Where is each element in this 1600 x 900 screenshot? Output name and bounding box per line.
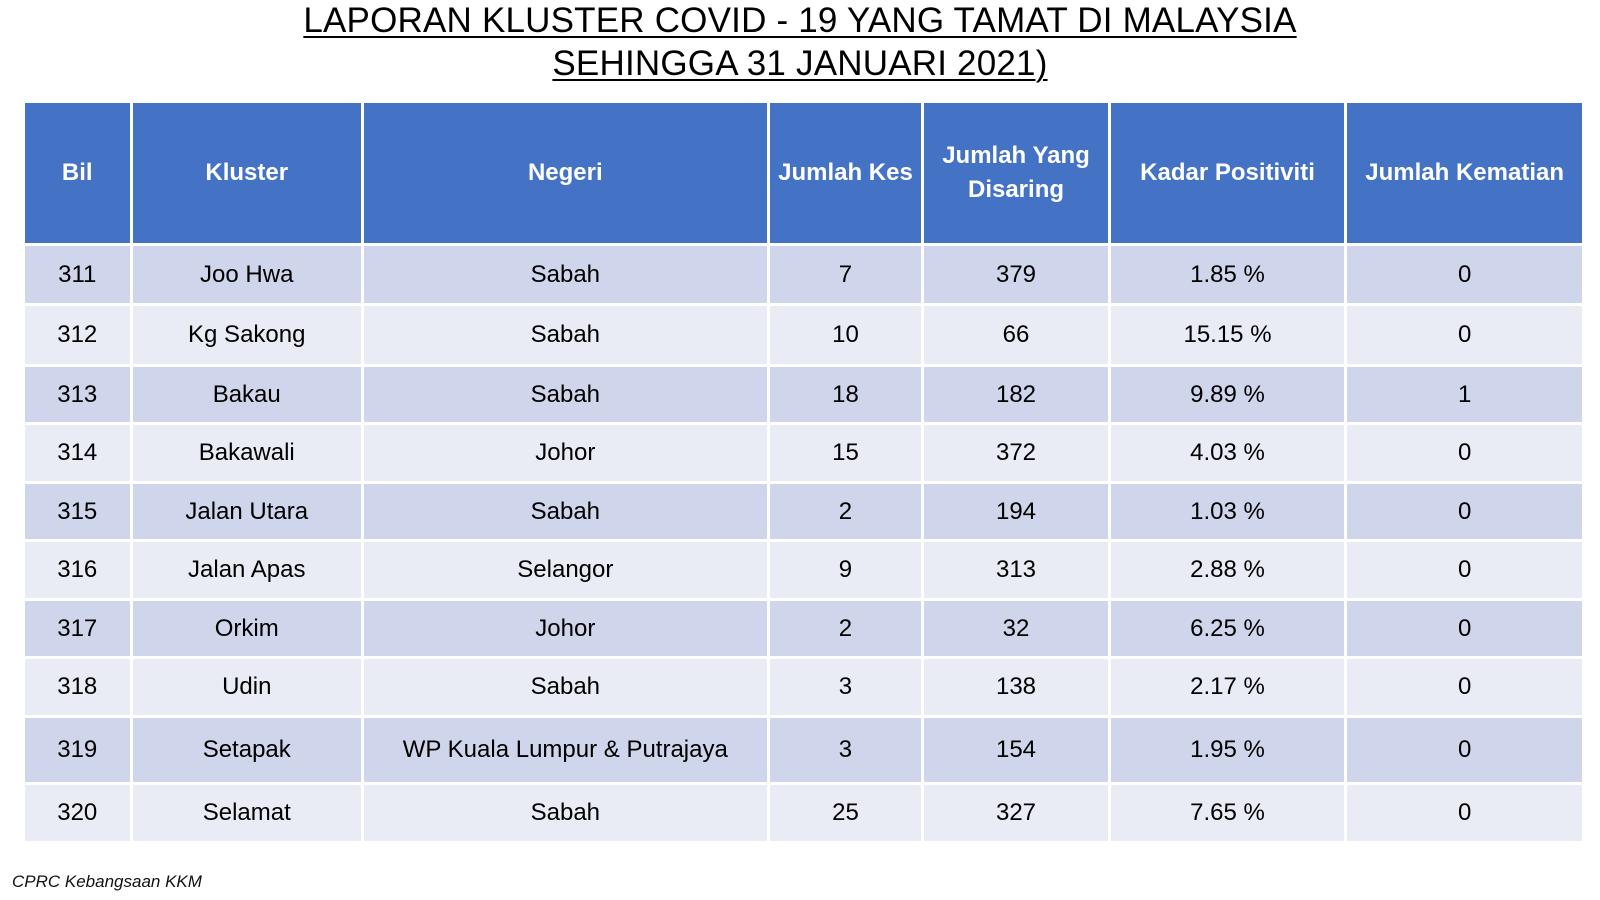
- header-jumlah-kematian: Jumlah Kematian: [1347, 103, 1582, 243]
- cell-jumlah-disaring: 182: [924, 367, 1108, 422]
- cell-negeri: Sabah: [363, 484, 767, 539]
- cell-kluster: Joo Hwa: [132, 246, 361, 303]
- cell-jumlah-disaring: 32: [924, 601, 1108, 656]
- cell-jumlah-kes: 25: [769, 785, 922, 841]
- cell-kadar-positiviti: 7.65 %: [1110, 785, 1345, 841]
- cell-bil: 315: [25, 484, 130, 539]
- table-row: 313 Bakau Sabah 18 182 9.89 % 1: [25, 367, 1582, 422]
- cell-jumlah-kes: 3: [769, 659, 922, 715]
- cell-kadar-positiviti: 15.15 %: [1110, 306, 1345, 364]
- cell-kluster: Orkim: [132, 601, 361, 656]
- cell-jumlah-disaring: 313: [924, 542, 1108, 598]
- cell-jumlah-kematian: 0: [1347, 246, 1582, 303]
- cell-kluster: Jalan Utara: [132, 484, 361, 539]
- cell-jumlah-disaring: 372: [924, 425, 1108, 481]
- cell-jumlah-kematian: 0: [1347, 484, 1582, 539]
- cell-jumlah-kes: 3: [769, 718, 922, 782]
- cell-kluster: Bakawali: [132, 425, 361, 481]
- header-kluster: Kluster: [132, 103, 361, 243]
- cell-jumlah-disaring: 138: [924, 659, 1108, 715]
- cell-kadar-positiviti: 6.25 %: [1110, 601, 1345, 656]
- cell-negeri: WP Kuala Lumpur & Putrajaya: [363, 718, 767, 782]
- cell-jumlah-disaring: 66: [924, 306, 1108, 364]
- cell-negeri: Sabah: [363, 785, 767, 841]
- header-bil: Bil: [25, 103, 130, 243]
- cell-jumlah-kes: 2: [769, 484, 922, 539]
- cell-kadar-positiviti: 1.95 %: [1110, 718, 1345, 782]
- cell-negeri: Sabah: [363, 306, 767, 364]
- table-row: 317 Orkim Johor 2 32 6.25 % 0: [25, 601, 1582, 656]
- cell-kluster: Selamat: [132, 785, 361, 841]
- cell-kadar-positiviti: 1.85 %: [1110, 246, 1345, 303]
- source-footer: CPRC Kebangsaan KKM: [12, 872, 202, 891]
- cell-bil: 317: [25, 601, 130, 656]
- cell-jumlah-kematian: 0: [1347, 425, 1582, 481]
- table-row: 318 Udin Sabah 3 138 2.17 % 0: [25, 659, 1582, 715]
- cell-jumlah-kes: 18: [769, 367, 922, 422]
- header-row: Bil Kluster Negeri Jumlah Kes Jumlah Yan…: [25, 103, 1582, 243]
- cluster-table: Bil Kluster Negeri Jumlah Kes Jumlah Yan…: [22, 100, 1585, 844]
- cell-negeri: Sabah: [363, 246, 767, 303]
- cell-kadar-positiviti: 2.17 %: [1110, 659, 1345, 715]
- cell-jumlah-kes: 2: [769, 601, 922, 656]
- title-line-1: LAPORAN KLUSTER COVID - 19 YANG TAMAT DI…: [303, 1, 1297, 40]
- cell-kadar-positiviti: 2.88 %: [1110, 542, 1345, 598]
- cell-jumlah-kes: 7: [769, 246, 922, 303]
- cell-jumlah-kematian: 0: [1347, 785, 1582, 841]
- cell-kluster: Setapak: [132, 718, 361, 782]
- header-jumlah-kes: Jumlah Kes: [769, 103, 922, 243]
- header-kadar-positiviti: Kadar Positiviti: [1110, 103, 1345, 243]
- table-row: 315 Jalan Utara Sabah 2 194 1.03 % 0: [25, 484, 1582, 539]
- cell-jumlah-kes: 10: [769, 306, 922, 364]
- cell-kluster: Jalan Apas: [132, 542, 361, 598]
- cell-bil: 311: [25, 246, 130, 303]
- title-line-2: SEHINGGA 31 JANUARI 2021): [552, 44, 1048, 83]
- header-jumlah-disaring: Jumlah Yang Disaring: [924, 103, 1108, 243]
- cell-jumlah-disaring: 194: [924, 484, 1108, 539]
- cell-negeri: Sabah: [363, 367, 767, 422]
- cell-jumlah-kematian: 0: [1347, 659, 1582, 715]
- cell-bil: 314: [25, 425, 130, 481]
- cell-jumlah-kematian: 0: [1347, 718, 1582, 782]
- cell-negeri: Selangor: [363, 542, 767, 598]
- cell-bil: 319: [25, 718, 130, 782]
- cell-bil: 318: [25, 659, 130, 715]
- cell-bil: 316: [25, 542, 130, 598]
- cell-kluster: Udin: [132, 659, 361, 715]
- cell-negeri: Johor: [363, 425, 767, 481]
- table-row: 316 Jalan Apas Selangor 9 313 2.88 % 0: [25, 542, 1582, 598]
- cell-jumlah-disaring: 154: [924, 718, 1108, 782]
- cell-kluster: Bakau: [132, 367, 361, 422]
- cell-jumlah-kematian: 0: [1347, 542, 1582, 598]
- table-row: 311 Joo Hwa Sabah 7 379 1.85 % 0: [25, 246, 1582, 303]
- table-row: 314 Bakawali Johor 15 372 4.03 % 0: [25, 425, 1582, 481]
- cell-kadar-positiviti: 4.03 %: [1110, 425, 1345, 481]
- cell-bil: 320: [25, 785, 130, 841]
- table-row: 312 Kg Sakong Sabah 10 66 15.15 % 0: [25, 306, 1582, 364]
- cell-bil: 312: [25, 306, 130, 364]
- table-row: 319 Setapak WP Kuala Lumpur & Putrajaya …: [25, 718, 1582, 782]
- cell-jumlah-kematian: 0: [1347, 601, 1582, 656]
- cell-kadar-positiviti: 1.03 %: [1110, 484, 1345, 539]
- table-row: 320 Selamat Sabah 25 327 7.65 % 0: [25, 785, 1582, 841]
- cell-jumlah-kematian: 1: [1347, 367, 1582, 422]
- cell-kadar-positiviti: 9.89 %: [1110, 367, 1345, 422]
- cell-jumlah-kes: 15: [769, 425, 922, 481]
- cell-jumlah-kes: 9: [769, 542, 922, 598]
- cell-jumlah-disaring: 379: [924, 246, 1108, 303]
- cell-negeri: Johor: [363, 601, 767, 656]
- cell-negeri: Sabah: [363, 659, 767, 715]
- cell-kluster: Kg Sakong: [132, 306, 361, 364]
- cell-jumlah-kematian: 0: [1347, 306, 1582, 364]
- cell-jumlah-disaring: 327: [924, 785, 1108, 841]
- cell-bil: 313: [25, 367, 130, 422]
- header-negeri: Negeri: [363, 103, 767, 243]
